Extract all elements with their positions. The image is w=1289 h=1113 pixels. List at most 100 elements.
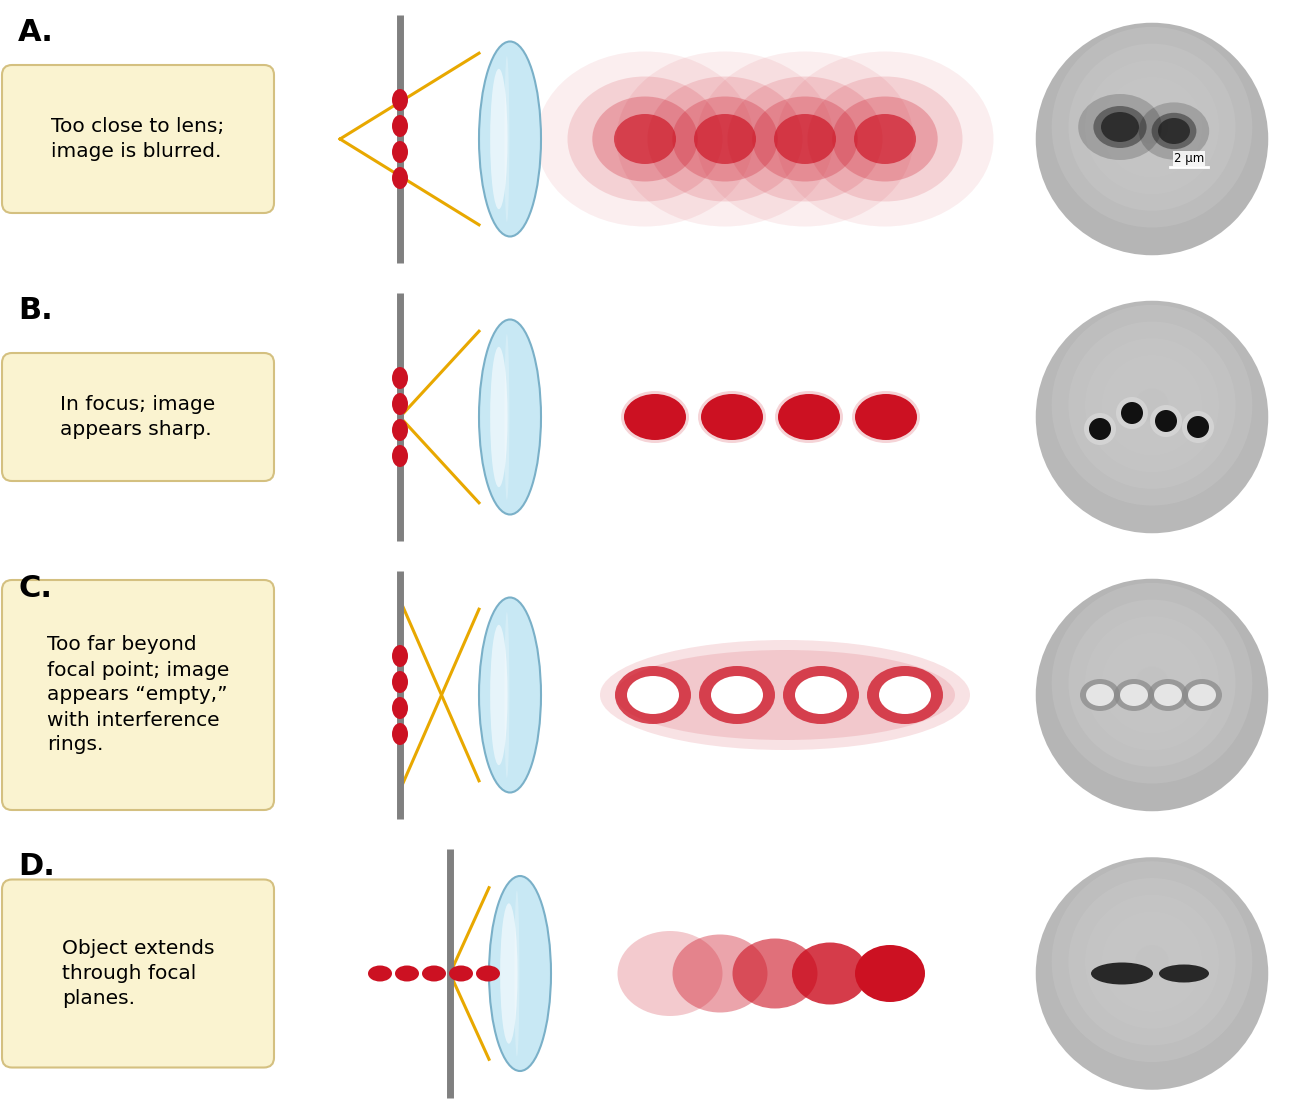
Ellipse shape xyxy=(1148,679,1188,711)
Ellipse shape xyxy=(1087,684,1114,706)
Circle shape xyxy=(1102,633,1203,733)
Text: Object extends
through focal
planes.: Object extends through focal planes. xyxy=(62,939,214,1008)
Ellipse shape xyxy=(855,394,916,440)
Ellipse shape xyxy=(500,904,517,1044)
Ellipse shape xyxy=(504,612,509,778)
Text: B.: B. xyxy=(18,296,53,325)
Text: Too far beyond
focal point; image
appears “empty,”
with interference
rings.: Too far beyond focal point; image appear… xyxy=(46,636,229,755)
Ellipse shape xyxy=(1158,118,1190,144)
Ellipse shape xyxy=(567,77,723,201)
Text: 2 μm: 2 μm xyxy=(1174,152,1204,165)
Text: D.: D. xyxy=(18,851,55,881)
Ellipse shape xyxy=(727,77,883,201)
Ellipse shape xyxy=(367,965,392,982)
Circle shape xyxy=(1034,299,1270,535)
Circle shape xyxy=(1182,411,1214,443)
Ellipse shape xyxy=(392,141,409,162)
Circle shape xyxy=(1119,650,1186,717)
Ellipse shape xyxy=(776,51,994,227)
Ellipse shape xyxy=(1120,684,1148,706)
Ellipse shape xyxy=(712,676,763,715)
Ellipse shape xyxy=(392,115,409,137)
Ellipse shape xyxy=(392,393,409,415)
Ellipse shape xyxy=(490,69,508,209)
FancyBboxPatch shape xyxy=(3,580,275,810)
Ellipse shape xyxy=(490,624,508,766)
Circle shape xyxy=(1069,600,1236,767)
Ellipse shape xyxy=(617,930,723,1016)
Circle shape xyxy=(1150,405,1182,437)
Ellipse shape xyxy=(392,167,409,189)
Circle shape xyxy=(1052,583,1253,784)
Circle shape xyxy=(1119,93,1186,160)
Ellipse shape xyxy=(699,391,766,443)
Circle shape xyxy=(1155,410,1177,432)
Ellipse shape xyxy=(1159,965,1209,983)
Ellipse shape xyxy=(394,965,419,982)
Text: In focus; image
appears sharp.: In focus; image appears sharp. xyxy=(61,395,215,439)
Ellipse shape xyxy=(701,394,763,440)
Circle shape xyxy=(1052,861,1253,1062)
Ellipse shape xyxy=(855,114,916,164)
Ellipse shape xyxy=(392,89,409,111)
Ellipse shape xyxy=(753,97,857,181)
Circle shape xyxy=(1089,418,1111,440)
Ellipse shape xyxy=(693,114,757,164)
Text: Too close to lens;
image is blurred.: Too close to lens; image is blurred. xyxy=(52,117,224,161)
Ellipse shape xyxy=(1114,679,1154,711)
Ellipse shape xyxy=(599,640,971,750)
Ellipse shape xyxy=(480,598,541,792)
Ellipse shape xyxy=(392,646,409,667)
Ellipse shape xyxy=(392,367,409,390)
Ellipse shape xyxy=(480,319,541,514)
Ellipse shape xyxy=(732,938,817,1008)
Ellipse shape xyxy=(1101,112,1139,142)
Ellipse shape xyxy=(616,51,834,227)
Ellipse shape xyxy=(624,394,686,440)
Ellipse shape xyxy=(773,114,837,164)
Ellipse shape xyxy=(1154,684,1182,706)
Ellipse shape xyxy=(867,666,944,723)
Ellipse shape xyxy=(615,666,691,723)
Ellipse shape xyxy=(699,666,775,723)
Ellipse shape xyxy=(852,391,920,443)
Ellipse shape xyxy=(476,965,500,982)
Circle shape xyxy=(1102,912,1203,1012)
Circle shape xyxy=(1084,413,1116,445)
Ellipse shape xyxy=(490,347,508,487)
Circle shape xyxy=(1121,402,1143,424)
Ellipse shape xyxy=(782,666,858,723)
Ellipse shape xyxy=(593,97,697,181)
Circle shape xyxy=(1052,27,1253,227)
Circle shape xyxy=(1069,43,1236,210)
Ellipse shape xyxy=(614,114,675,164)
Ellipse shape xyxy=(1093,106,1147,148)
Circle shape xyxy=(1052,305,1253,505)
Circle shape xyxy=(1136,667,1169,700)
Circle shape xyxy=(1187,416,1209,439)
Circle shape xyxy=(1034,577,1270,812)
FancyBboxPatch shape xyxy=(3,879,275,1067)
Ellipse shape xyxy=(1078,93,1161,160)
Ellipse shape xyxy=(879,676,931,715)
Circle shape xyxy=(1136,388,1169,422)
Circle shape xyxy=(1085,895,1219,1028)
Ellipse shape xyxy=(392,418,409,441)
Ellipse shape xyxy=(1080,679,1120,711)
Circle shape xyxy=(1136,110,1169,144)
Ellipse shape xyxy=(1138,102,1209,159)
Circle shape xyxy=(1034,21,1270,257)
FancyBboxPatch shape xyxy=(3,353,275,481)
Circle shape xyxy=(1085,60,1219,194)
Ellipse shape xyxy=(422,965,446,982)
Circle shape xyxy=(1069,322,1236,489)
Circle shape xyxy=(1069,878,1236,1045)
Ellipse shape xyxy=(626,676,679,715)
Ellipse shape xyxy=(855,945,926,1002)
Ellipse shape xyxy=(504,56,509,221)
Ellipse shape xyxy=(514,890,519,1056)
Circle shape xyxy=(1119,928,1186,995)
Ellipse shape xyxy=(1182,679,1222,711)
Ellipse shape xyxy=(779,394,840,440)
Ellipse shape xyxy=(621,391,690,443)
